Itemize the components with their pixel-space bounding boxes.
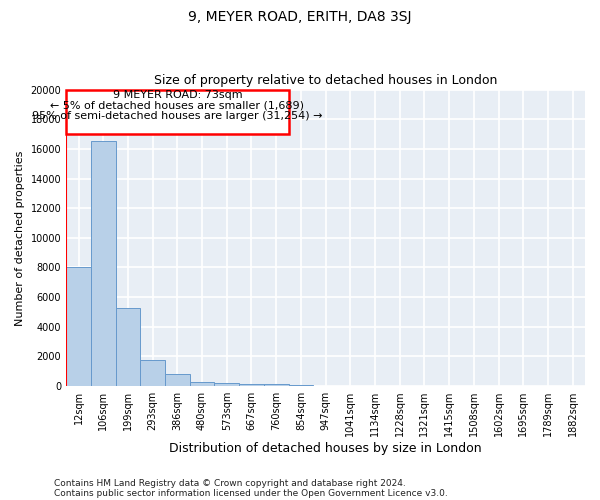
Bar [116,308,140,386]
Bar [190,382,214,386]
Y-axis label: Number of detached properties: Number of detached properties [15,150,25,326]
Text: Contains HM Land Registry data © Crown copyright and database right 2024.: Contains HM Land Registry data © Crown c… [54,478,406,488]
Text: 95% of semi-detached houses are larger (31,254) →: 95% of semi-detached houses are larger (… [32,111,323,121]
Bar [91,140,116,386]
FancyBboxPatch shape [66,90,289,134]
Text: 9, MEYER ROAD, ERITH, DA8 3SJ: 9, MEYER ROAD, ERITH, DA8 3SJ [188,10,412,24]
Text: ← 5% of detached houses are smaller (1,689): ← 5% of detached houses are smaller (1,6… [50,101,304,111]
Bar [214,383,239,386]
Bar [66,266,91,386]
Bar [264,384,289,386]
Title: Size of property relative to detached houses in London: Size of property relative to detached ho… [154,74,497,87]
Bar [289,384,313,386]
Text: 9 MEYER ROAD: 73sqm: 9 MEYER ROAD: 73sqm [113,90,242,101]
X-axis label: Distribution of detached houses by size in London: Distribution of detached houses by size … [169,442,482,455]
Bar [239,384,264,386]
Bar [165,374,190,386]
Text: Contains public sector information licensed under the Open Government Licence v3: Contains public sector information licen… [54,488,448,498]
Bar [140,360,165,386]
